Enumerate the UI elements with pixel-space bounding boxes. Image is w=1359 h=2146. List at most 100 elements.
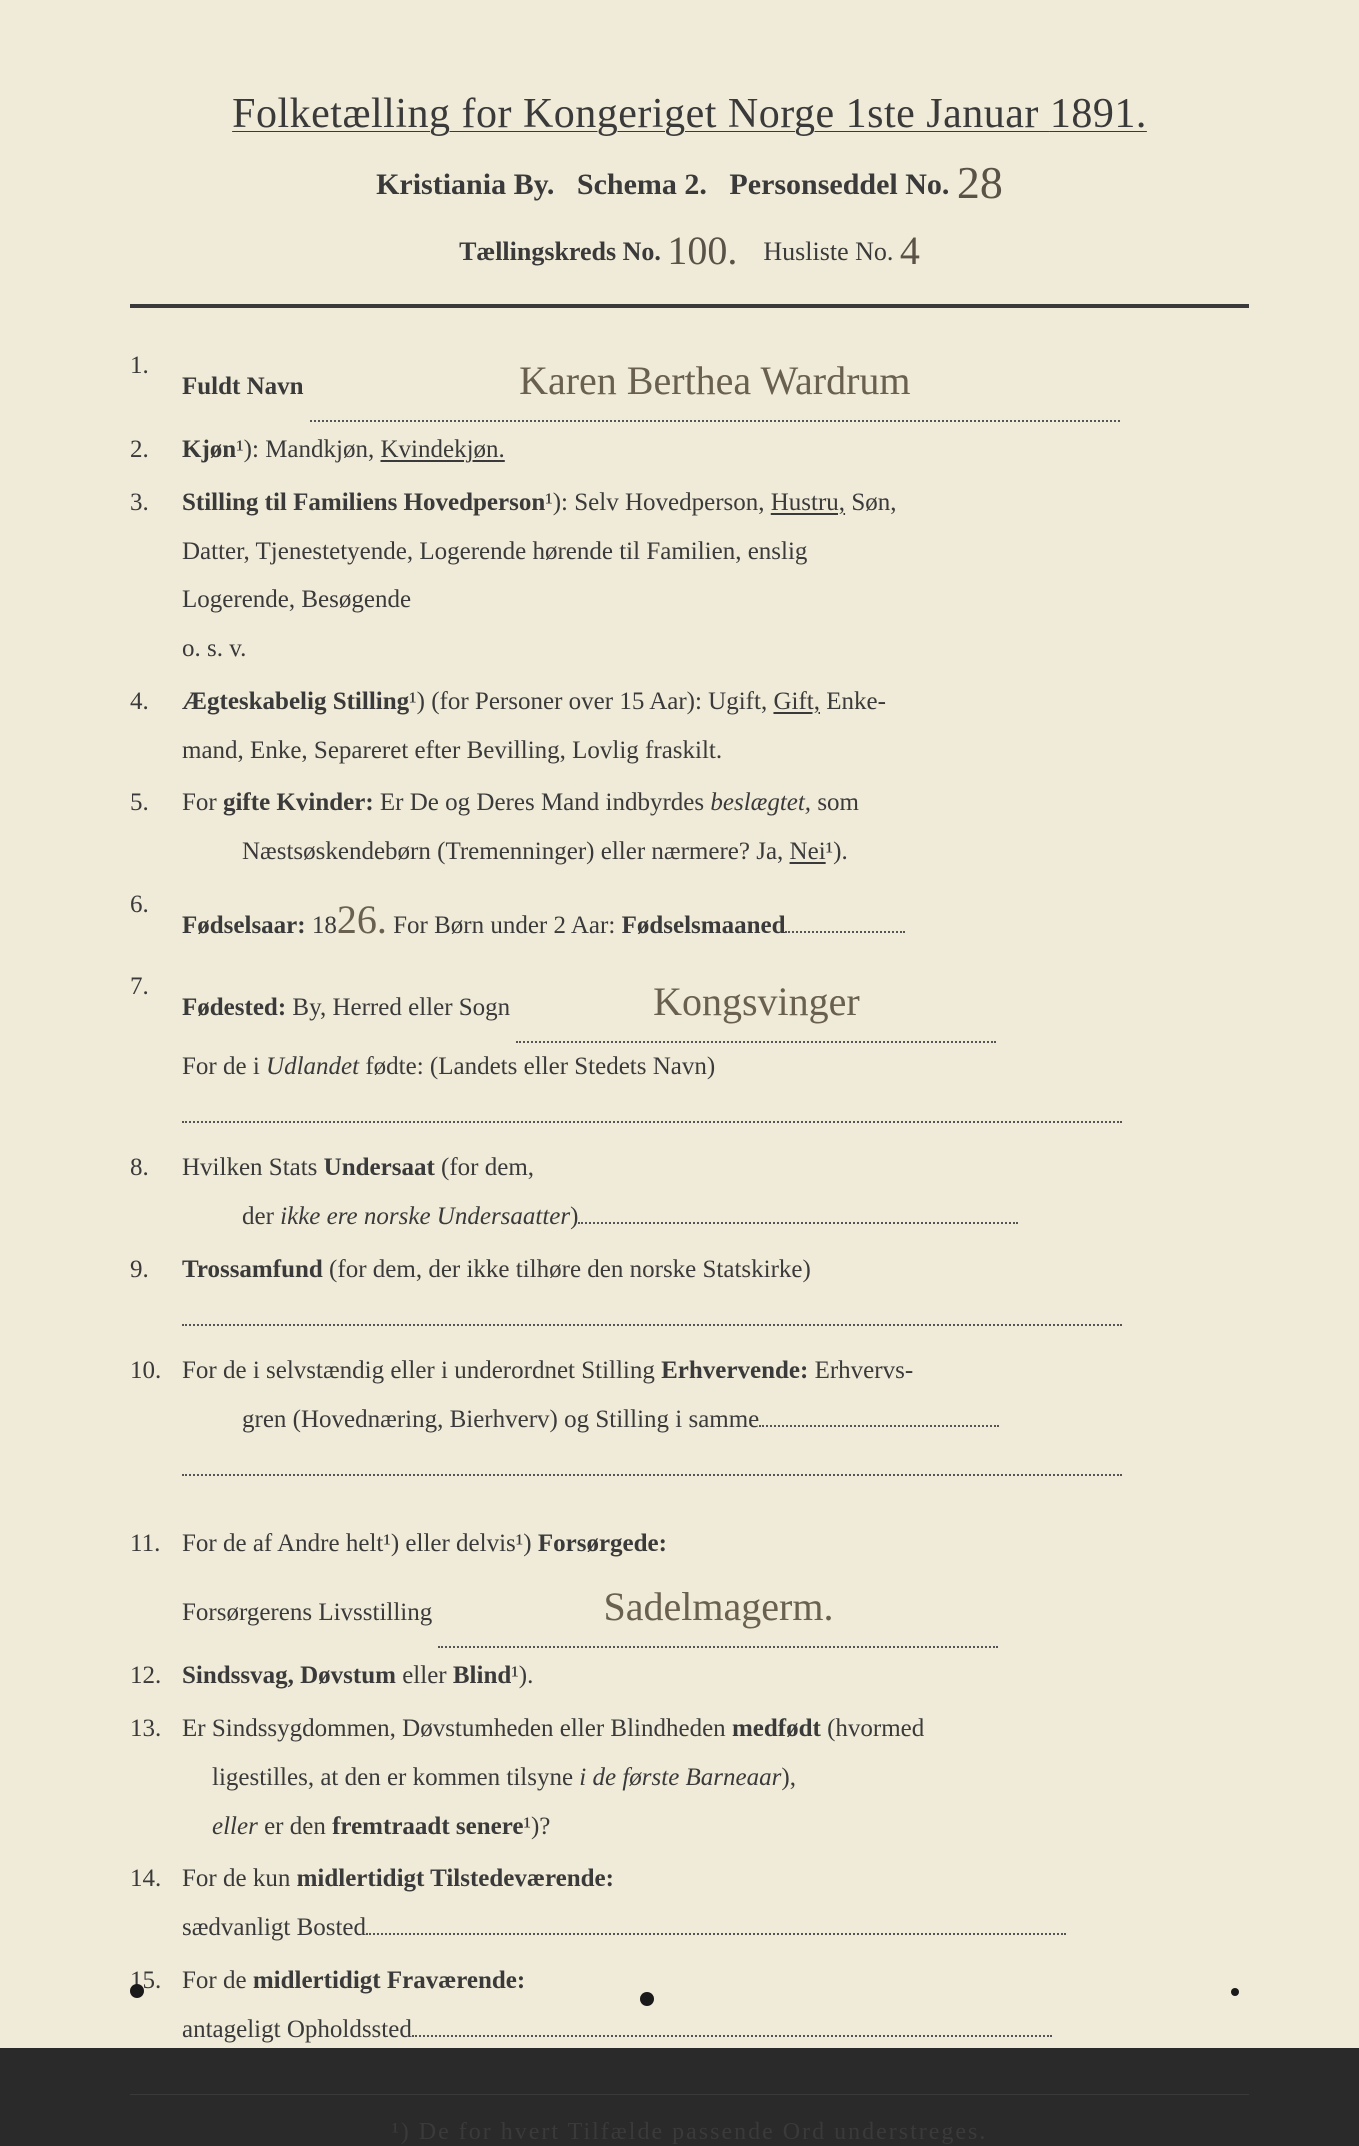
text: (for dem, der ikke tilhøre den norske St…: [323, 1256, 811, 1283]
text: antageligt Opholdssted: [182, 2016, 412, 2043]
city-label: Kristiania By.: [376, 168, 554, 201]
text-italic: ikke ere norske Undersaatter: [280, 1203, 570, 1230]
text: (for dem,: [435, 1154, 534, 1181]
census-form-page: Folketælling for Kongeriget Norge 1ste J…: [0, 0, 1359, 2048]
item-number: 10.: [130, 1347, 182, 1396]
item-14: 14. For de kun midlertidigt Tilstedevære…: [130, 1855, 1249, 1953]
field-label: Undersaat: [324, 1154, 435, 1181]
text: For de i selvstændig eller i underordnet…: [182, 1357, 661, 1384]
text: ¹): Mandkjøn,: [236, 436, 380, 463]
text: (hvormed: [821, 1715, 924, 1742]
text: ¹).: [826, 838, 848, 865]
text: For de: [182, 1967, 253, 1994]
birthyear-value: 26.: [337, 897, 387, 942]
field-label: Blind: [453, 1662, 511, 1689]
text: For de kun: [182, 1865, 297, 1892]
item-3: 3. Stilling til Familiens Hovedperson¹):…: [130, 479, 1249, 674]
field-label: Trossamfund: [182, 1256, 323, 1283]
text: som: [811, 789, 859, 816]
separator-thick: [130, 304, 1249, 308]
text: ¹) (for Personer over 15 Aar): Ugift,: [409, 688, 773, 715]
item-number: 11.: [130, 1520, 182, 1569]
text: 18: [306, 912, 337, 939]
field-label: Fuldt Navn: [182, 373, 304, 400]
text-italic: beslægtet,: [710, 789, 811, 816]
item-8: 8. Hvilken Stats Undersaat (for dem, der…: [130, 1144, 1249, 1242]
field-label: gifte Kvinder:: [223, 789, 374, 816]
item-number: 4.: [130, 678, 182, 727]
main-title: Folketælling for Kongeriget Norge 1ste J…: [130, 90, 1249, 138]
text: For de i: [182, 1053, 266, 1080]
separator-thin: [130, 2094, 1249, 2095]
text-italic: Udlandet: [266, 1053, 359, 1080]
field-label: Fødselsaar:: [182, 912, 306, 939]
ink-blot-icon: [130, 1984, 144, 1998]
item-number: 9.: [130, 1246, 182, 1295]
provider-value: Sadelmagerm.: [604, 1584, 834, 1629]
field-label: Erhvervende:: [661, 1357, 808, 1384]
item-2: 2. Kjøn¹): Mandkjøn, Kvindekjøn.: [130, 426, 1249, 475]
item-number: 15.: [130, 1957, 182, 2006]
field-label: Fødested:: [182, 994, 286, 1021]
name-value: Karen Berthea Wardrum: [519, 358, 910, 403]
item-15: 15. For de midlertidigt Fraværende: anta…: [130, 1957, 1249, 2055]
item-9: 9. Trossamfund (for dem, der ikke tilhør…: [130, 1246, 1249, 1344]
text: sædvanligt Bosted: [182, 1914, 366, 1941]
field-label: Ægteskabelig Stilling: [182, 688, 409, 715]
item-1: 1. Fuldt Navn Karen Berthea Wardrum: [130, 342, 1249, 422]
kreds-no-value: 100.: [667, 228, 737, 273]
ink-blot-icon: [1231, 1988, 1239, 1996]
text: Erhvervs-: [808, 1357, 913, 1384]
title-text: Folketælling for Kongeriget Norge 1ste J…: [232, 91, 1050, 137]
item-10: 10. For de i selvstændig eller i underor…: [130, 1347, 1249, 1493]
field-label: midlertidigt Tilstedeværende:: [297, 1865, 614, 1892]
subtitle-row: Kristiania By. Schema 2. Personseddel No…: [130, 156, 1249, 209]
text: ¹).: [511, 1662, 533, 1689]
item-number: 5.: [130, 779, 182, 828]
text: For de af Andre helt¹) eller delvis¹): [182, 1530, 538, 1557]
text: gren (Hovednæring, Bierhverv) og Stillin…: [242, 1406, 759, 1433]
item-number: 13.: [130, 1705, 182, 1754]
text: Er De og Deres Mand indbyrdes: [374, 789, 711, 816]
footnote: ¹) De for hvert Tilfælde passende Ord un…: [130, 2119, 1249, 2146]
text: er den: [258, 1813, 332, 1840]
item-6: 6. Fødselsaar: 1826. For Børn under 2 Aa…: [130, 881, 1249, 959]
title-year: 1891.: [1050, 91, 1147, 137]
text: fødte: (Landets eller Stedets Navn): [359, 1053, 715, 1080]
text: Hvilken Stats: [182, 1154, 324, 1181]
selected-value: Hustru,: [771, 489, 845, 516]
item-number: 2.: [130, 426, 182, 475]
field-label: medfødt: [732, 1715, 821, 1742]
field-label: Fødselsmaaned: [622, 912, 786, 939]
person-label: Personseddel No.: [729, 168, 949, 201]
item-12: 12. Sindssvag, Døvstum eller Blind¹).: [130, 1652, 1249, 1701]
person-no-value: 28: [957, 157, 1003, 208]
kreds-label: Tællingskreds No.: [459, 237, 661, 266]
text: ligestilles, at den er kommen tilsyne: [212, 1764, 579, 1791]
item-number: 12.: [130, 1652, 182, 1701]
item-4: 4. Ægteskabelig Stilling¹) (for Personer…: [130, 678, 1249, 776]
selected-value: Gift,: [773, 688, 820, 715]
item-number: 6.: [130, 881, 182, 930]
schema-label: Schema 2.: [577, 168, 707, 201]
item-7: 7. Fødested: By, Herred eller Sogn Kongs…: [130, 963, 1249, 1141]
text: der: [242, 1203, 280, 1230]
text-italic: i de første Barneaar: [579, 1764, 781, 1791]
birthplace-value: Kongsvinger: [653, 979, 860, 1024]
text-italic: eller: [212, 1813, 258, 1840]
item-13: 13. Er Sindssygdommen, Døvstumheden elle…: [130, 1705, 1249, 1851]
text: Logerende, Besøgende: [182, 586, 411, 613]
item-number: 3.: [130, 479, 182, 528]
text: ),: [781, 1764, 796, 1791]
text: Forsørgerens Livsstilling: [182, 1599, 438, 1626]
field-label: midlertidigt Fraværende:: [253, 1967, 525, 1994]
field-label: Forsørgede:: [538, 1530, 667, 1557]
text: By, Herred eller Sogn: [286, 994, 516, 1021]
field-label: fremtraadt senere: [332, 1813, 523, 1840]
text: mand, Enke, Separeret efter Bevilling, L…: [182, 737, 722, 764]
item-number: 1.: [130, 342, 182, 391]
text: ¹): Selv Hovedperson,: [545, 489, 771, 516]
text: ¹)?: [523, 1813, 550, 1840]
item-number: 14.: [130, 1855, 182, 1904]
text: For: [182, 789, 223, 816]
